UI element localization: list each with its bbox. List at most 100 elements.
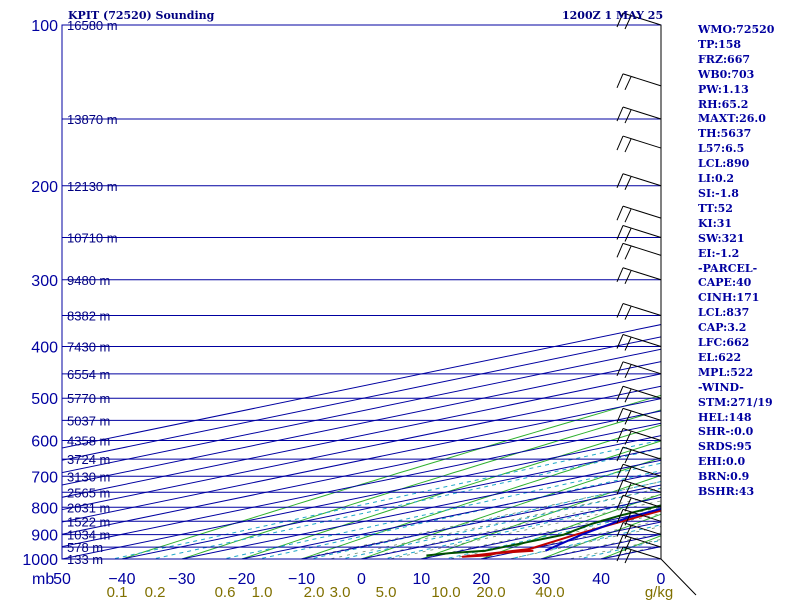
wind-barb	[622, 173, 662, 187]
temperature-tick-label: −40	[108, 571, 135, 588]
wind-barb	[622, 106, 662, 120]
isotherm	[62, 324, 661, 449]
wind-barb-feather	[624, 537, 632, 552]
wind-barb-feather	[616, 135, 624, 151]
mixing-ratio-line	[507, 524, 661, 559]
temperature-tick-label: 10	[413, 571, 431, 588]
mixing-ratio-label: g/kg	[645, 584, 673, 600]
index-item: LCL:890	[698, 157, 750, 171]
wind-barb-feather	[624, 483, 632, 497]
wind-barb-feather	[616, 464, 624, 479]
wind-barb-feather	[624, 306, 632, 320]
wind-barb	[622, 205, 662, 219]
mixing-ratio-label: 5.0	[376, 584, 397, 600]
isotherm	[62, 398, 661, 523]
parcel-profile	[544, 507, 661, 552]
pressure-tick-label: 300	[31, 273, 58, 290]
wind-barb-feather	[616, 480, 624, 495]
height-label: 9480 m	[67, 273, 110, 288]
temperature-tick-label: 50	[53, 571, 71, 588]
height-label: 578 m	[67, 540, 103, 555]
wind-barb-feather	[624, 246, 632, 260]
mixing-ratio-label: 0.2	[145, 584, 166, 600]
index-item: KI:31	[698, 216, 733, 230]
temperature-tick-label: 0	[657, 571, 666, 588]
isotherm	[62, 410, 661, 535]
height-label: 2565 m	[67, 485, 110, 500]
pressure-tick-label: 400	[31, 340, 58, 357]
isotherm	[62, 422, 661, 548]
mixing-ratio-label: 0.1	[107, 584, 128, 600]
mixing-ratio-label: 0.6	[215, 584, 236, 600]
wind-barb	[622, 73, 662, 87]
wind-barb-feather	[616, 546, 624, 562]
mixing-ratio-line	[110, 439, 661, 559]
mixing-ratio-line	[339, 487, 661, 559]
wind-barb-feather	[624, 76, 632, 91]
wind-barb-feather	[616, 303, 624, 318]
index-item: MAXT:26.0	[698, 112, 766, 126]
height-label: 13870 m	[67, 112, 118, 127]
wind-barb	[622, 135, 662, 149]
temperature-tick-label: 0	[357, 571, 366, 588]
index-item: LCL:837	[698, 306, 750, 320]
height-label: 12130 m	[67, 179, 118, 194]
wind-barb	[622, 12, 662, 26]
wind-barb-feather	[624, 431, 632, 445]
wind-barb-feather	[616, 205, 624, 221]
index-item: RH:65.2	[698, 97, 749, 111]
wind-barb	[622, 225, 662, 238]
wind-barb-feather	[616, 12, 624, 28]
pressure-tick-label: 200	[31, 179, 58, 196]
wind-barb	[622, 428, 662, 442]
moist-adiabat	[387, 500, 661, 559]
mixing-ratio-label: 40.0	[535, 584, 564, 600]
wind-barb-feather	[616, 386, 624, 401]
index-item: WMO:72520	[698, 23, 775, 36]
temperature-tick-label: 40	[592, 571, 610, 588]
pressure-tick-label: 500	[31, 391, 58, 408]
wind-barb-feather	[624, 109, 632, 124]
index-item: EHI:0.0	[698, 455, 746, 469]
moist-adiabat	[297, 481, 661, 559]
wind-barb-feather	[624, 176, 632, 190]
index-item: CAP:3.2	[698, 321, 747, 335]
wind-barb-feather	[624, 270, 632, 284]
mixing-ratio-label: 10.0	[431, 584, 460, 600]
wind-barb-feather	[624, 15, 632, 30]
height-label: 1034 m	[67, 528, 110, 543]
wind-barb	[622, 361, 662, 375]
isotherm	[62, 373, 661, 498]
wind-barb-feather	[616, 243, 624, 258]
index-item: CINH:171	[698, 291, 760, 305]
index-item: CAPE:40	[698, 276, 752, 290]
temperature-tick-label: 20	[472, 571, 490, 588]
index-item: SW:321	[698, 231, 745, 245]
temperature-tick-label: −20	[228, 571, 255, 588]
temperature-tick-label: −30	[168, 571, 195, 588]
dewpoint-profile	[426, 504, 661, 557]
index-item: PW:1.13	[698, 82, 749, 96]
height-label: 10710 m	[67, 230, 118, 245]
index-item: LFC:662	[698, 336, 750, 350]
wind-barb	[622, 407, 662, 421]
mixing-ratio-line	[381, 496, 661, 559]
wind-barb	[622, 522, 662, 536]
height-label: 6554 m	[67, 367, 110, 382]
moist-adiabat	[357, 494, 661, 559]
wind-barb	[622, 446, 662, 460]
wind-barb	[622, 546, 662, 560]
wind-barb-feather	[616, 334, 624, 349]
wind-barb-feather	[616, 73, 624, 89]
index-item: FRZ:667	[698, 52, 751, 66]
dry-adiabat	[360, 457, 661, 559]
mixing-ratio-label: 20.0	[476, 584, 505, 600]
wind-barb	[622, 494, 662, 508]
pressure-tick-label: 700	[31, 469, 58, 486]
wind-barb-feather	[624, 449, 632, 464]
isotherm	[119, 447, 661, 559]
wind-barb-feather	[624, 549, 632, 564]
wind-barb-feather	[616, 495, 624, 510]
moist-adiabat	[417, 506, 661, 559]
